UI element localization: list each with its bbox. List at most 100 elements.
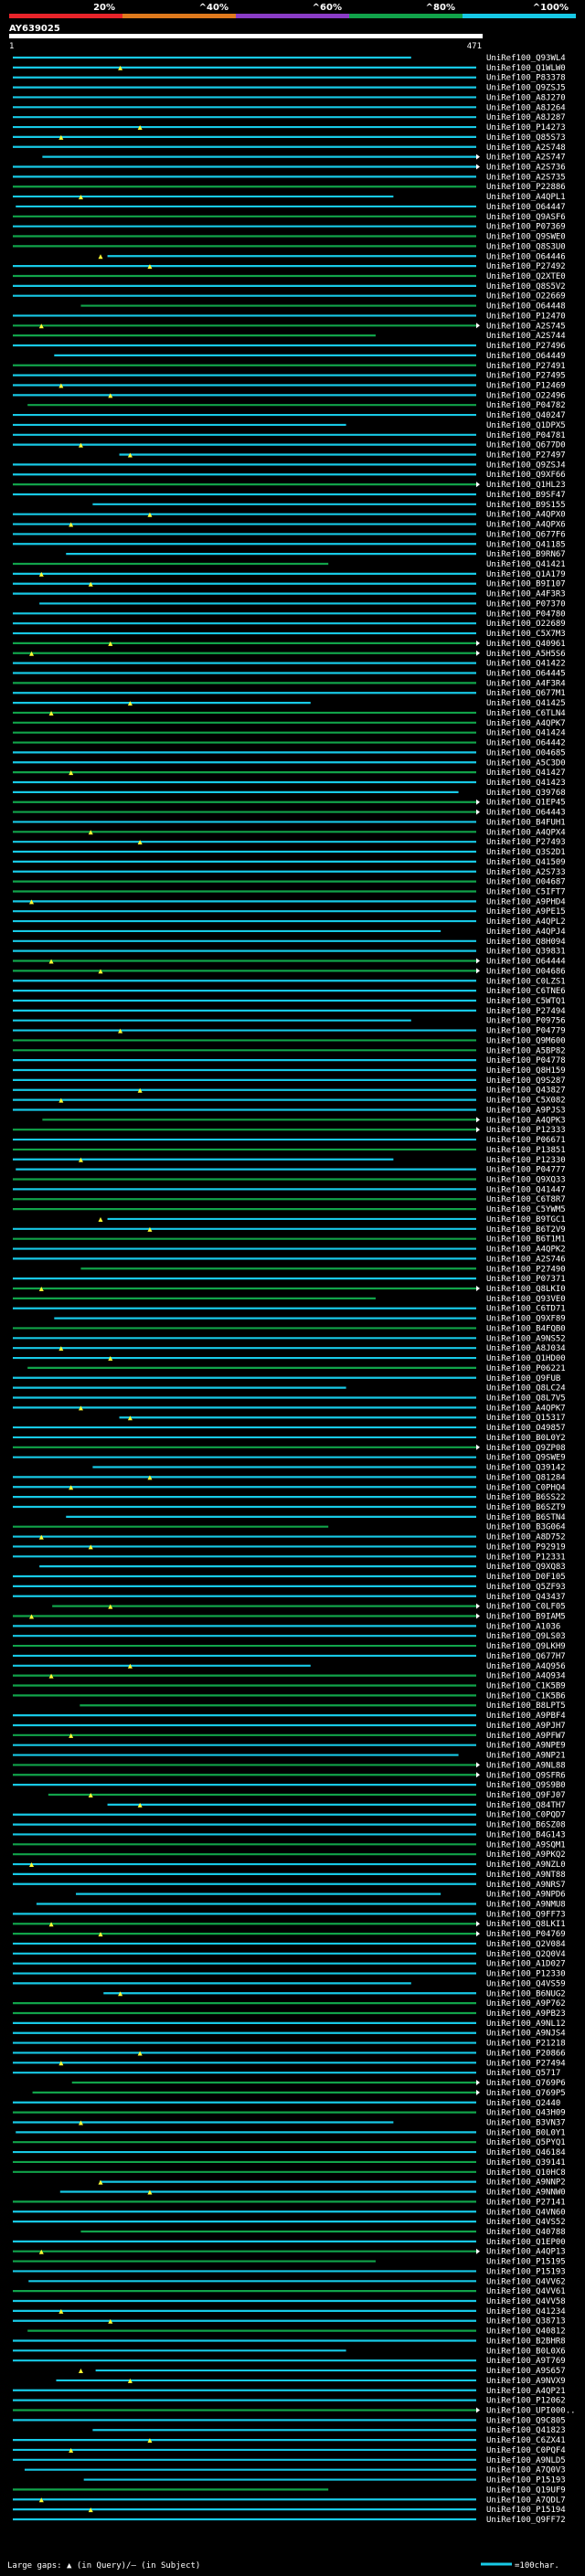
hit-label[interactable]: UniRef100_Q8LKI0 [486,1285,566,1294]
hit-label[interactable]: UniRef100_Q9XQ83 [486,1563,566,1572]
hit-row[interactable]: UniRef100_A2S733 [13,868,566,877]
hit-row[interactable]: UniRef100_A9PJH7 [13,1722,566,1731]
hit-row[interactable]: UniRef100_Q41823 [92,2426,566,2435]
hit-label[interactable]: UniRef100_B3G064 [486,1523,566,1532]
hit-row[interactable]: UniRef100_Q9FUB [13,1374,560,1383]
hit-label[interactable]: UniRef100_A2S736 [486,163,566,172]
hit-row[interactable]: UniRef100_O64445 [13,670,566,679]
hit-label[interactable]: UniRef100_UPI000.. [486,2407,576,2416]
hit-row[interactable]: UniRef100_C6TNE6 [13,987,566,996]
hit-label[interactable]: UniRef100_P27141 [486,2198,566,2207]
hit-row[interactable]: UniRef100_A9SQM1 [13,1840,566,1850]
hit-row[interactable]: UniRef100_Q40247 [13,411,566,420]
hit-row[interactable]: UniRef100_P12331 [13,1553,566,1562]
hit-label[interactable]: UniRef100_O64448 [486,302,566,312]
hit-row[interactable]: UniRef100_Q41509 [13,858,566,867]
hit-row[interactable]: UniRef100_A8J034 [13,1344,566,1353]
hit-label[interactable]: UniRef100_P22886 [486,183,566,192]
hit-row[interactable]: UniRef100_B6T2V9 [13,1225,566,1235]
hit-label[interactable]: UniRef100_P27496 [486,342,566,351]
hit-row[interactable]: UniRef100_Q4VS52 [13,2218,566,2227]
hit-label[interactable]: UniRef100_A1D027 [486,1960,566,1969]
hit-row[interactable]: UniRef100_P04769 [13,1930,566,1939]
hit-label[interactable]: UniRef100_Q5PYQ1 [486,2138,566,2147]
hit-label[interactable]: UniRef100_A9NNP2 [486,2178,566,2188]
hit-label[interactable]: UniRef100_Q677F6 [486,530,566,539]
hit-label[interactable]: UniRef100_Q40788 [486,2228,566,2237]
hit-row[interactable]: UniRef100_P07371 [13,1275,566,1284]
hit-label[interactable]: UniRef100_Q4VS59 [486,1979,566,1988]
hit-label[interactable]: UniRef100_P12469 [486,381,566,390]
hit-label[interactable]: UniRef100_Q46184 [486,2148,566,2157]
hit-label[interactable]: UniRef100_Q2440 [486,2099,560,2108]
hit-label[interactable]: UniRef100_Q9C805 [486,2416,566,2425]
hit-label[interactable]: UniRef100_B6T2V9 [486,1225,566,1235]
hit-row[interactable]: UniRef100_B6T1M1 [13,1235,566,1245]
hit-label[interactable]: UniRef100_A8D752 [486,1533,566,1542]
hit-row[interactable]: UniRef100_A4F3R4 [13,679,566,688]
hit-label[interactable]: UniRef100_A7QDL7 [486,2496,566,2505]
hit-label[interactable]: UniRef100_C0PHQ4 [486,1483,566,1492]
hit-label[interactable]: UniRef100_Q9SFR6 [486,1771,566,1780]
hit-label[interactable]: UniRef100_A8J264 [486,103,566,112]
hit-row[interactable]: UniRef100_Q9LS03 [13,1632,566,1641]
hit-label[interactable]: UniRef100_Q8S3U0 [486,242,566,251]
hit-row[interactable]: UniRef100_P83378 [13,74,566,83]
hit-row[interactable]: UniRef100_Q43827 [13,1087,566,1096]
hit-row[interactable]: UniRef100_A9NL88 [13,1761,566,1770]
hit-row[interactable]: UniRef100_C1K5B6 [13,1691,566,1701]
hit-row[interactable]: UniRef100_P12330 [13,1156,566,1165]
hit-label[interactable]: UniRef100_B0L0Y1 [486,2128,566,2137]
hit-row[interactable]: UniRef100_Q8LKI0 [13,1285,566,1294]
hit-row[interactable]: UniRef100_A4QPK2 [13,1246,566,1255]
hit-row[interactable]: UniRef100_B9S155 [92,501,566,510]
hit-label[interactable]: UniRef100_Q5ZF93 [486,1583,566,1592]
hit-row[interactable]: UniRef100_Q769P5 [32,2089,566,2098]
hit-label[interactable]: UniRef100_O64447 [486,203,566,212]
hit-row[interactable]: UniRef100_Q8S5V2 [13,282,566,292]
hit-label[interactable]: UniRef100_B9TGC1 [486,1215,566,1224]
hit-row[interactable]: UniRef100_Q1HD00 [13,1354,566,1363]
hit-label[interactable]: UniRef100_P04779 [486,1027,566,1036]
hit-row[interactable]: UniRef100_P27495 [13,372,566,381]
hit-label[interactable]: UniRef100_A4QPX6 [486,521,566,530]
hit-label[interactable]: UniRef100_C5IFT7 [486,887,566,896]
hit-label[interactable]: UniRef100_Q38713 [486,2317,566,2327]
hit-label[interactable]: UniRef100_A9NMU8 [486,1901,566,1910]
hit-row[interactable]: UniRef100_Q1WLW0 [13,64,566,73]
hit-label[interactable]: UniRef100_A9S657 [486,2367,566,2376]
hit-label[interactable]: UniRef100_P04781 [486,431,566,440]
hit-label[interactable]: UniRef100_O04686 [486,967,566,976]
hit-row[interactable]: UniRef100_Q40788 [80,2228,566,2237]
hit-row[interactable]: UniRef100_C5X082 [13,1097,566,1106]
hit-label[interactable]: UniRef100_Q9XQ33 [486,1176,566,1185]
hit-row[interactable]: UniRef100_P15194 [13,2506,566,2515]
hit-row[interactable]: UniRef100_Q10HC8 [13,2168,566,2178]
hit-row[interactable]: UniRef100_B4G143 [13,1830,566,1839]
hit-label[interactable]: UniRef100_A9NS52 [486,1334,566,1343]
hit-label[interactable]: UniRef100_A2S746 [486,1255,566,1264]
hit-row[interactable]: UniRef100_A9PJS3 [13,1106,566,1115]
hit-row[interactable]: UniRef100_C6T8R7 [13,1195,566,1204]
hit-label[interactable]: UniRef100_Q9M600 [486,1036,566,1045]
hit-label[interactable]: UniRef100_A7Q0V3 [486,2466,566,2475]
hit-label[interactable]: UniRef100_A4QPX4 [486,828,566,837]
hit-label[interactable]: UniRef100_A1036 [486,1622,560,1631]
hit-label[interactable]: UniRef100_A9T769 [486,2357,566,2366]
hit-row[interactable]: UniRef100_Q8L7V5 [13,1394,566,1403]
hit-row[interactable]: UniRef100_Q5PYQ1 [13,2138,566,2147]
hit-label[interactable]: UniRef100_P12062 [486,2397,566,2406]
hit-label[interactable]: UniRef100_O22689 [486,620,566,629]
hit-row[interactable]: UniRef100_A9NPE9 [13,1742,566,1751]
hit-row[interactable]: UniRef100_O04686 [13,967,566,976]
hit-label[interactable]: UniRef100_B4G143 [486,1830,566,1839]
hit-row[interactable]: UniRef100_P27493 [13,838,566,847]
hit-label[interactable]: UniRef100_Q9FF72 [486,2516,566,2525]
hit-row[interactable]: UniRef100_Q5ZF93 [13,1583,566,1592]
hit-label[interactable]: UniRef100_B9S155 [486,501,566,510]
hit-label[interactable]: UniRef100_Q1WLW0 [486,64,566,73]
hit-row[interactable]: UniRef100_P22886 [13,183,566,192]
hit-label[interactable]: UniRef100_O22496 [486,391,566,400]
hit-label[interactable]: UniRef100_P07370 [486,599,566,609]
hit-row[interactable]: UniRef100_A9PHD4 [13,897,566,906]
